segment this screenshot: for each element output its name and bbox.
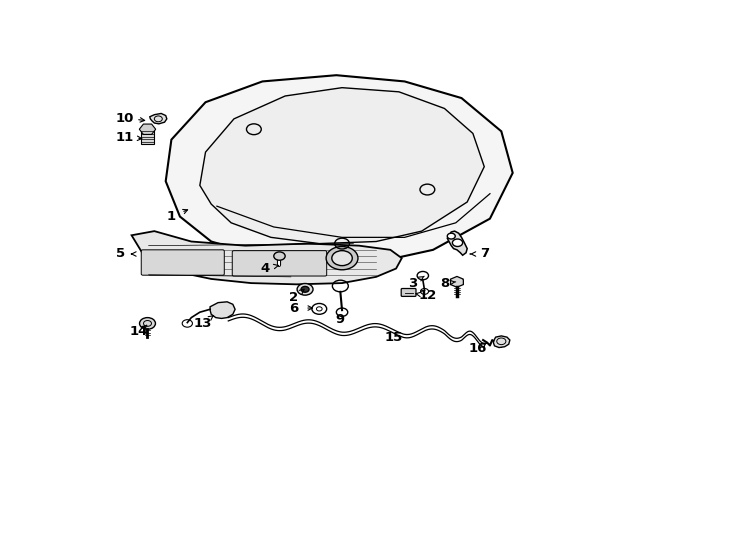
FancyBboxPatch shape (141, 250, 225, 275)
Text: 3: 3 (409, 276, 418, 289)
Polygon shape (139, 124, 156, 134)
Text: 15: 15 (384, 330, 402, 343)
Polygon shape (150, 113, 167, 124)
Text: 1: 1 (167, 210, 176, 223)
Polygon shape (447, 231, 468, 255)
Text: 11: 11 (116, 131, 134, 144)
FancyBboxPatch shape (232, 251, 327, 276)
Text: 14: 14 (130, 325, 148, 338)
Polygon shape (131, 231, 401, 285)
Circle shape (301, 286, 309, 292)
Text: 9: 9 (335, 313, 345, 326)
Text: 16: 16 (468, 342, 487, 355)
Polygon shape (451, 276, 463, 287)
Bar (141, 129, 154, 144)
Text: 12: 12 (418, 289, 437, 302)
Circle shape (447, 233, 455, 239)
Text: 8: 8 (440, 276, 449, 289)
Circle shape (332, 251, 352, 266)
Text: 2: 2 (289, 291, 298, 304)
Circle shape (452, 239, 462, 246)
Circle shape (326, 246, 358, 270)
Text: 4: 4 (261, 262, 270, 275)
Text: 6: 6 (289, 301, 298, 314)
Polygon shape (493, 336, 510, 348)
Text: 13: 13 (194, 317, 212, 330)
Circle shape (139, 318, 156, 329)
Circle shape (274, 252, 285, 260)
FancyBboxPatch shape (401, 288, 416, 296)
Polygon shape (200, 87, 484, 244)
Polygon shape (166, 75, 513, 262)
Text: 7: 7 (480, 247, 489, 260)
Text: 10: 10 (115, 112, 134, 125)
Text: 5: 5 (116, 247, 125, 260)
Circle shape (297, 284, 313, 295)
Polygon shape (210, 302, 235, 319)
